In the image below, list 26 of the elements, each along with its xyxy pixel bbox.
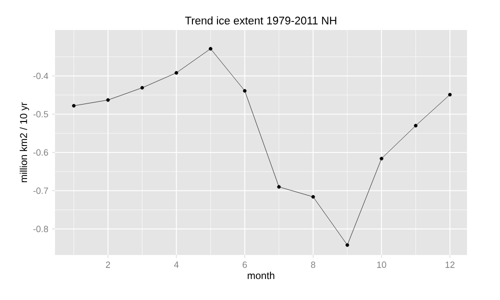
y-tick-label: -0.5 (33, 110, 48, 118)
point (174, 71, 178, 75)
x-tick-label: 12 (446, 262, 454, 268)
y-tick-label: -0.4 (33, 72, 48, 80)
point (311, 195, 315, 199)
point (106, 98, 110, 102)
x-tick-label: 6 (242, 262, 247, 268)
y-tick-label: -0.7 (33, 188, 48, 194)
point (208, 46, 212, 51)
point (140, 86, 144, 90)
x-tick-label: 8 (311, 262, 316, 268)
x-axis-title: month (248, 272, 274, 280)
y-axis-title: million km2 / 10 yr (20, 102, 30, 182)
point (277, 185, 281, 189)
point (414, 124, 418, 128)
point (72, 104, 76, 108)
point (242, 89, 247, 93)
point (448, 92, 452, 96)
x-tick-label: 2 (106, 262, 110, 268)
x-tick-label: 10 (377, 262, 386, 268)
x-tick-label: 4 (174, 262, 179, 268)
point (380, 156, 384, 160)
y-tick-label: -0.6 (33, 149, 48, 156)
chart-title: Trend ice extent 1979-2011 NH (185, 16, 336, 24)
y-tick-label: -0.8 (33, 226, 48, 232)
point (346, 243, 350, 247)
